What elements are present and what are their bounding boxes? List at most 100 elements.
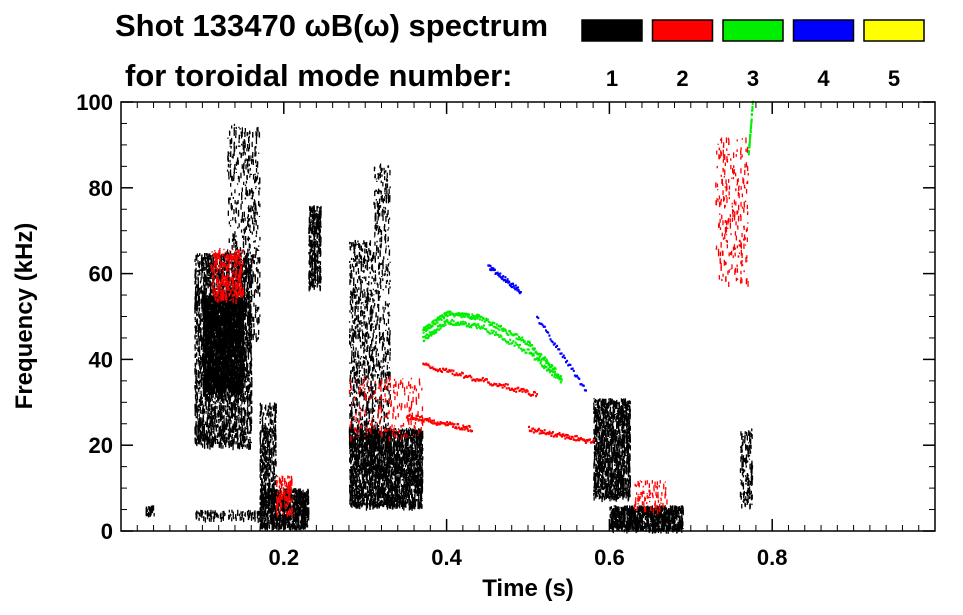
data-point — [214, 425, 215, 428]
data-point — [249, 340, 250, 342]
data-point — [203, 264, 204, 265]
data-point — [201, 277, 202, 281]
data-point — [216, 400, 217, 402]
data-point — [194, 281, 195, 285]
data-point — [204, 289, 205, 291]
data-point — [195, 375, 196, 376]
data-point — [199, 307, 200, 308]
data-point — [241, 419, 242, 422]
data-point — [196, 352, 197, 356]
data-point — [241, 417, 242, 419]
data-point — [223, 398, 224, 401]
data-point — [249, 422, 250, 427]
data-point — [194, 336, 195, 338]
data-point — [202, 435, 203, 440]
data-point — [240, 405, 241, 407]
data-point — [199, 387, 200, 389]
data-point — [209, 423, 210, 429]
data-point — [215, 412, 216, 417]
data-point — [251, 290, 252, 296]
data-point — [196, 359, 197, 365]
data-point — [250, 259, 251, 261]
data-point — [242, 444, 243, 449]
data-point — [202, 372, 203, 373]
data-point — [211, 428, 212, 431]
data-point — [201, 262, 202, 265]
data-point — [231, 402, 232, 405]
legend-swatch — [723, 20, 783, 41]
data-point — [250, 439, 251, 443]
legend-label: 1 — [606, 66, 618, 91]
data-point — [247, 402, 248, 406]
legend-swatch — [864, 20, 924, 41]
data-point — [215, 406, 216, 409]
data-point — [197, 380, 198, 383]
data-point — [206, 443, 207, 445]
legend-label: 2 — [676, 66, 688, 91]
data-point — [213, 412, 214, 414]
data-point — [195, 414, 196, 416]
data-point — [203, 283, 204, 286]
data-point — [238, 398, 239, 403]
legend-swatch — [794, 20, 854, 41]
data-point — [197, 330, 198, 331]
data-point — [195, 268, 196, 271]
data-point — [239, 426, 240, 428]
data-point — [250, 399, 251, 404]
data-point — [223, 419, 224, 422]
legend-label: 3 — [747, 66, 759, 91]
data-point — [203, 415, 204, 418]
legend-swatch — [653, 20, 713, 41]
data-point — [209, 434, 210, 437]
data-point — [247, 321, 248, 323]
data-point — [196, 284, 197, 288]
legend: 1 2 3 4 5 — [582, 20, 924, 91]
data-point — [204, 444, 205, 449]
data-point — [217, 435, 218, 438]
chart-title-group: Shot 133470 ωB(ω) spectrum for toroidal … — [115, 8, 548, 93]
data-point — [246, 444, 247, 448]
data-point — [199, 351, 200, 356]
data-point — [197, 295, 198, 296]
data-point — [205, 411, 206, 414]
data-point — [197, 274, 198, 276]
data-point — [248, 352, 249, 355]
data-point — [243, 444, 244, 445]
data-point — [214, 406, 215, 410]
data-point — [236, 395, 237, 396]
data-point — [214, 397, 215, 399]
data-point — [216, 406, 217, 409]
data-point — [243, 432, 244, 436]
data-point — [218, 422, 219, 423]
data-point — [204, 409, 205, 413]
data-point — [200, 417, 201, 422]
data-point — [245, 391, 246, 395]
data-layer — [146, 101, 754, 534]
data-point — [225, 394, 226, 396]
data-point — [198, 393, 199, 394]
data-point — [228, 412, 229, 417]
data-point — [196, 312, 197, 316]
data-point — [222, 421, 223, 423]
legend-label: 5 — [888, 66, 900, 91]
data-point — [251, 401, 252, 404]
data-point — [220, 409, 221, 414]
legend-swatch — [582, 20, 642, 41]
data-point — [215, 393, 216, 395]
chart-subtitle: for toroidal mode number: — [125, 58, 513, 93]
data-point — [227, 408, 228, 413]
data-point — [217, 424, 218, 426]
data-point — [199, 414, 200, 417]
data-point — [238, 415, 239, 416]
data-point — [240, 407, 241, 410]
data-point — [219, 402, 220, 404]
data-point — [195, 390, 196, 392]
series-1 — [146, 124, 754, 534]
data-point — [208, 415, 209, 420]
data-point — [200, 411, 201, 413]
legend-label: 4 — [817, 66, 830, 91]
data-point — [208, 412, 209, 413]
data-point — [207, 283, 208, 287]
data-point — [240, 396, 241, 398]
spectrum-chart: Shot 133470 ωB(ω) spectrum for toroidal … — [0, 0, 963, 615]
